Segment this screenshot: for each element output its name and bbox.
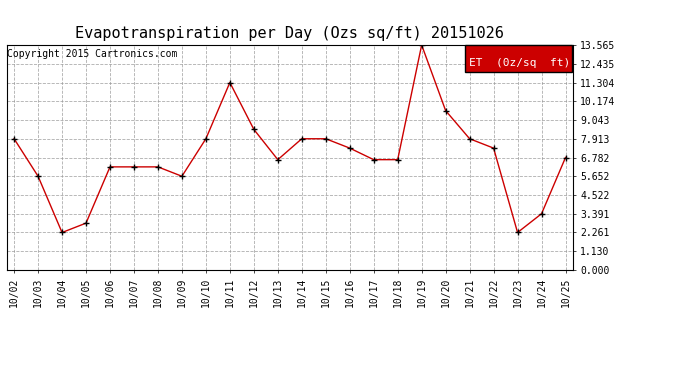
Text: Evapotranspiration per Day (Ozs sq/ft) 20151026: Evapotranspiration per Day (Ozs sq/ft) 2… — [75, 26, 504, 41]
Text: ET  (0z/sq  ft): ET (0z/sq ft) — [469, 58, 570, 68]
Text: Copyright 2015 Cartronics.com: Copyright 2015 Cartronics.com — [7, 49, 177, 59]
